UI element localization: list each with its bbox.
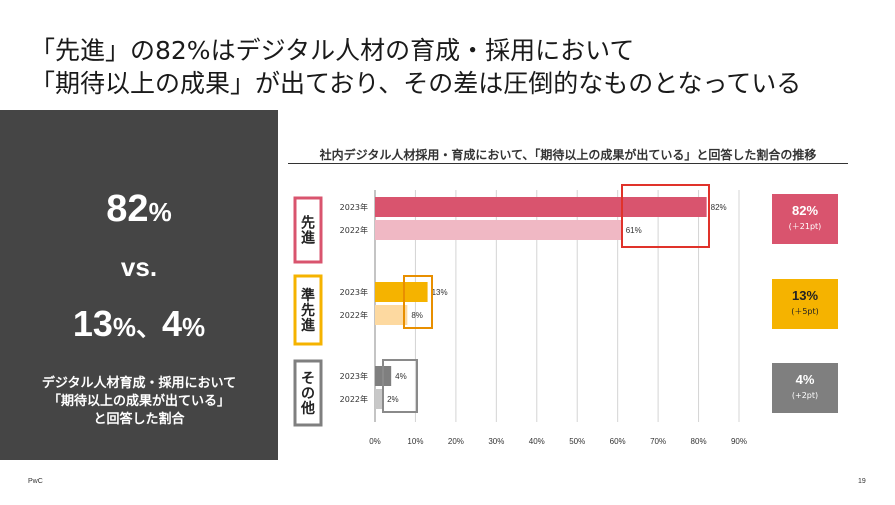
- summary-versus: vs.: [120, 252, 158, 282]
- change-box: [772, 363, 838, 413]
- summary-top-value: 82: [106, 188, 149, 230]
- page-title-line-2: 「期待以上の成果」が出ており、その差は圧倒的なものとなっている: [30, 69, 802, 98]
- x-tick-label: 10%: [407, 437, 423, 446]
- bar: [375, 389, 384, 409]
- category-label-box: [293, 196, 323, 264]
- change-delta: (+2pt): [792, 391, 818, 400]
- bar-value-label: 82%: [711, 203, 727, 212]
- chart-title: 社内デジタル人材採用・育成において、「期待以上の成果が出ている」と回答した割合の…: [319, 148, 817, 162]
- x-tick-label: 40%: [529, 437, 545, 446]
- bar-year-label: 2022年: [340, 394, 368, 404]
- bar-highlight-outline: [621, 184, 710, 248]
- change-box: [772, 194, 838, 244]
- x-tick-label: 30%: [488, 437, 504, 446]
- summary-separator: 、: [136, 312, 163, 342]
- x-tick-label: 0%: [369, 437, 381, 446]
- bar-value-label: 8%: [411, 311, 423, 320]
- change-value: 13%: [792, 288, 818, 303]
- summary-top-unit: %: [148, 197, 172, 227]
- bar-highlight-outline: [382, 359, 418, 413]
- bar-value-label: 4%: [395, 372, 407, 381]
- change-value: 4%: [796, 372, 815, 387]
- x-tick-label: 60%: [610, 437, 626, 446]
- bar: [375, 282, 428, 302]
- category-label: 準先進: [301, 287, 315, 334]
- bar-year-label: 2022年: [340, 225, 368, 235]
- change-value: 82%: [792, 203, 818, 218]
- footer-brand: PwC: [28, 478, 43, 485]
- page-title: 「先進」の82%はデジタル人材の育成・採用において 「期待以上の成果」が出ており…: [30, 34, 870, 100]
- category-label-box: [293, 274, 323, 346]
- bar-year-label: 2023年: [340, 202, 368, 212]
- summary-caption: デジタル人材育成・採用において 「期待以上の成果が出ている」 と回答した割合: [0, 375, 278, 429]
- x-tick-label: 80%: [691, 437, 707, 446]
- x-tick-label: 50%: [569, 437, 585, 446]
- change-box: [772, 279, 838, 329]
- summary-bottom-unit-a: %: [112, 312, 136, 342]
- change-delta: (＋21pt): [789, 222, 822, 231]
- bar-value-label: 61%: [626, 226, 642, 235]
- category-label: 先進: [301, 215, 315, 247]
- summary-caption-line-1: デジタル人材育成・採用において: [41, 376, 237, 391]
- bar: [375, 197, 707, 217]
- footer-page-number: 19: [858, 478, 866, 485]
- bar-year-label: 2022年: [340, 310, 368, 320]
- page-title-line-1: 「先進」の82%はデジタル人材の育成・採用において: [30, 36, 635, 65]
- bar: [375, 305, 408, 325]
- change-delta: (＋5pt): [791, 307, 819, 316]
- bar: [375, 220, 622, 240]
- summary-bottom-figure: 13%、4%: [0, 303, 278, 345]
- bar-value-label: 13%: [432, 288, 448, 297]
- summary-bottom-unit-b: %: [182, 312, 206, 342]
- summary-bottom-value-a: 13: [72, 303, 113, 344]
- x-tick-label: 20%: [448, 437, 464, 446]
- summary-caption-line-3: と回答した割合: [93, 412, 185, 427]
- summary-bottom-value-b: 4: [162, 303, 183, 344]
- chart-title-rule: [288, 163, 848, 164]
- summary-top-figure: 82%: [0, 188, 278, 231]
- x-tick-label: 70%: [650, 437, 666, 446]
- summary-caption-line-2: 「期待以上の成果が出ている」: [47, 394, 230, 409]
- summary-panel: 82% vs. 13%、4% デジタル人材育成・採用において 「期待以上の成果が…: [0, 110, 278, 460]
- category-label: その他: [300, 371, 315, 417]
- category-label-box: [293, 359, 323, 427]
- x-tick-label: 90%: [731, 437, 747, 446]
- bar-year-label: 2023年: [340, 371, 368, 381]
- bar-value-label: 2%: [387, 395, 399, 404]
- bar-year-label: 2023年: [340, 287, 368, 297]
- bar-highlight-outline: [403, 275, 433, 329]
